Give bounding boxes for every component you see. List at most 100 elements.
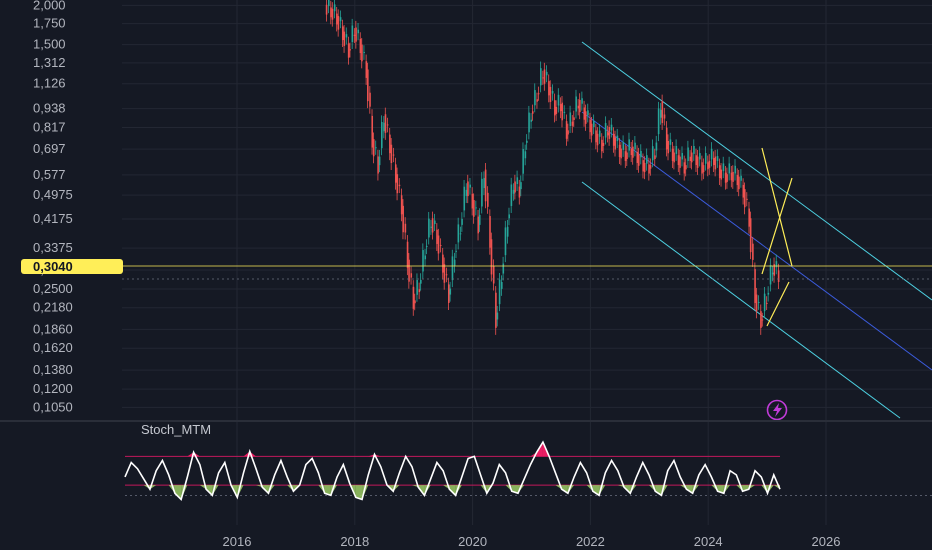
candle	[545, 71, 548, 76]
candle	[327, 0, 330, 7]
time-tick-label: 2024	[694, 534, 723, 549]
stoch-mtm-oscillator: Stoch_MTM	[124, 422, 932, 501]
candle	[608, 126, 611, 139]
candle	[406, 241, 409, 269]
grid	[122, 0, 932, 525]
candle	[514, 181, 516, 193]
candle	[471, 193, 474, 209]
candle	[524, 151, 527, 159]
candle	[763, 293, 766, 312]
candle	[489, 216, 491, 248]
candle	[536, 99, 538, 102]
candle	[618, 144, 621, 158]
candle	[372, 139, 375, 157]
current-price-label: 0,3040	[33, 259, 73, 274]
candle	[624, 151, 627, 161]
candle	[663, 114, 666, 119]
candle	[667, 140, 670, 154]
candle	[622, 141, 625, 150]
channel-upper-line[interactable]	[581, 41, 932, 301]
price-tick-label: 0,817	[33, 119, 66, 134]
candle	[567, 130, 569, 135]
candle	[510, 184, 513, 206]
candle	[392, 154, 395, 156]
candle	[442, 254, 444, 273]
candle	[654, 155, 656, 159]
candle	[336, 13, 338, 25]
candle	[581, 98, 583, 104]
current-price-tag[interactable]: 0,3040	[21, 259, 123, 274]
candle	[634, 142, 636, 150]
candle	[755, 294, 758, 312]
candle	[746, 198, 748, 200]
triangle-lower-line[interactable]	[761, 177, 793, 275]
lightning-badge[interactable]	[766, 399, 788, 421]
candle	[590, 123, 593, 136]
candle	[467, 181, 469, 197]
candle	[455, 250, 457, 252]
oscillator-title[interactable]: Stoch_MTM	[141, 422, 211, 437]
candle	[469, 184, 471, 188]
candle	[685, 165, 687, 170]
candle	[361, 44, 363, 62]
candle	[359, 38, 362, 54]
candle	[738, 176, 740, 190]
candle	[551, 91, 554, 94]
candle	[371, 115, 374, 148]
time-tick-label: 2022	[576, 534, 605, 549]
candle	[490, 239, 493, 275]
candle	[704, 153, 707, 164]
candle	[420, 279, 422, 284]
candle	[699, 153, 701, 160]
candle	[677, 155, 680, 166]
candle	[408, 259, 410, 282]
candle	[559, 104, 562, 112]
candle	[722, 163, 725, 172]
candle	[548, 81, 550, 96]
candle	[604, 123, 607, 138]
candle	[610, 124, 613, 131]
candle	[325, 4, 328, 15]
candle	[757, 301, 760, 303]
candle	[492, 266, 495, 284]
candle	[683, 162, 686, 174]
candle	[498, 279, 501, 305]
candle	[708, 160, 711, 168]
channel-lower-line[interactable]	[581, 181, 901, 419]
oscillator-fill-low	[181, 485, 188, 500]
candle	[766, 302, 768, 304]
candle	[748, 208, 750, 227]
oscillator-fill-low	[686, 485, 693, 494]
candle	[742, 184, 745, 198]
oscillator-fill-low	[424, 485, 431, 496]
candle	[390, 144, 393, 163]
candle	[620, 148, 622, 159]
candle	[583, 107, 586, 120]
candle	[394, 164, 397, 183]
candle	[437, 235, 440, 254]
price-tick-label: 0,1200	[33, 381, 73, 396]
candle	[381, 122, 383, 149]
symmetrical-triangle[interactable]	[761, 147, 793, 327]
candle	[690, 152, 693, 163]
candle	[337, 16, 340, 30]
candle	[477, 216, 480, 234]
candle	[416, 280, 418, 295]
candle	[761, 319, 764, 321]
candle	[549, 86, 552, 103]
candle	[734, 165, 737, 174]
oscillator-fill-low	[655, 485, 662, 496]
triangle-apex-line-a[interactable]	[766, 281, 790, 327]
candle	[502, 263, 505, 274]
candle	[595, 130, 597, 143]
price-tick-label: 0,1380	[33, 362, 73, 377]
candle	[687, 147, 689, 161]
candle	[557, 94, 560, 106]
candle	[347, 43, 350, 58]
candle	[400, 195, 403, 215]
candle	[434, 220, 436, 225]
oscillator-fill-low	[174, 485, 182, 500]
triangle-upper-line[interactable]	[761, 147, 793, 267]
candle	[389, 134, 391, 154]
